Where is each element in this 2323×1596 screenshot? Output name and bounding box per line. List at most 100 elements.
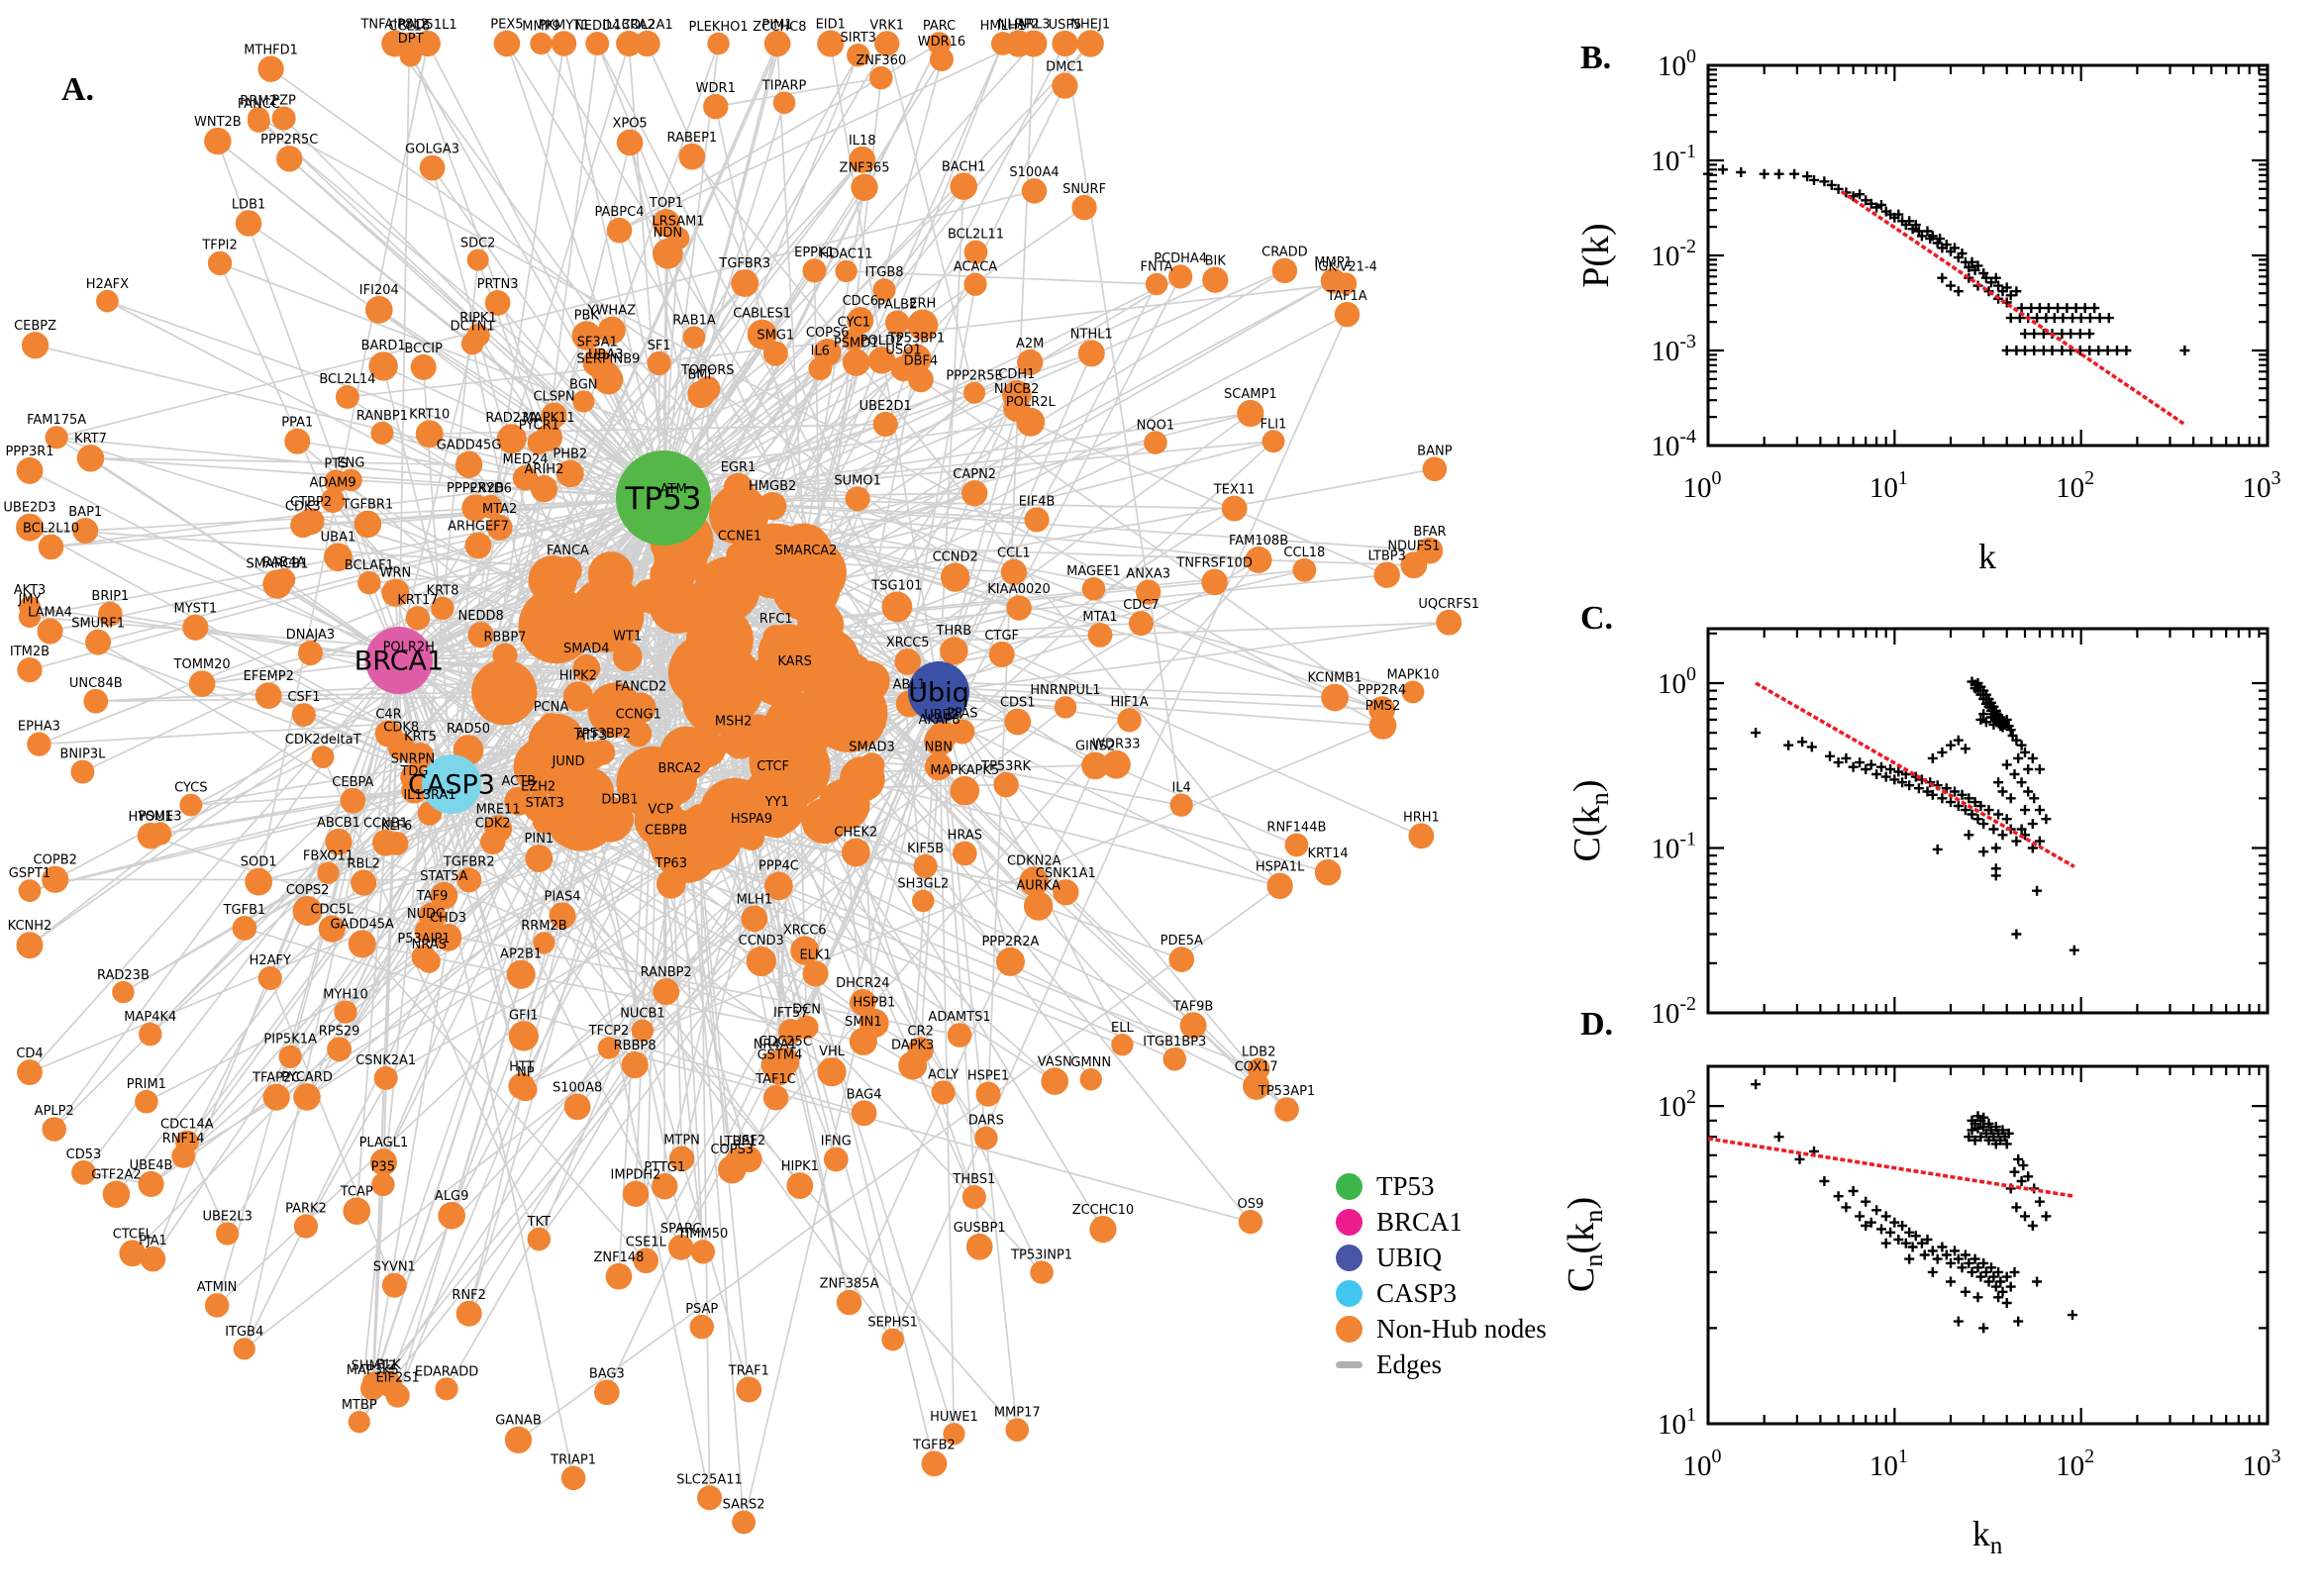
non-hub-node[interactable] (560, 1465, 586, 1491)
non-hub-node[interactable] (759, 772, 786, 799)
non-hub-node[interactable] (18, 605, 42, 628)
non-hub-node[interactable] (533, 932, 556, 954)
non-hub-node[interactable] (70, 759, 95, 784)
non-hub-node[interactable] (1202, 266, 1229, 293)
non-hub-node[interactable] (340, 787, 366, 814)
non-hub-node[interactable] (254, 682, 282, 710)
non-hub-node[interactable] (605, 805, 635, 834)
non-hub-node[interactable] (72, 517, 99, 544)
non-hub-node[interactable] (781, 667, 808, 694)
non-hub-node[interactable] (384, 832, 409, 855)
non-hub-node[interactable] (385, 1383, 410, 1408)
non-hub-node[interactable] (207, 250, 233, 276)
non-hub-node[interactable] (16, 513, 44, 542)
non-hub-node[interactable] (293, 1083, 321, 1111)
non-hub-node[interactable] (541, 402, 567, 429)
non-hub-node[interactable] (179, 793, 203, 817)
non-hub-node[interactable] (1292, 557, 1317, 582)
non-hub-node[interactable] (204, 127, 232, 155)
non-hub-node[interactable] (963, 240, 988, 264)
non-hub-node[interactable] (929, 47, 954, 72)
non-hub-node[interactable] (216, 1222, 240, 1246)
non-hub-node[interactable] (76, 445, 105, 472)
non-hub-node[interactable] (42, 1117, 67, 1142)
non-hub-node[interactable] (119, 1240, 147, 1267)
non-hub-node[interactable] (348, 930, 376, 958)
non-hub-node[interactable] (950, 775, 980, 806)
non-hub-node[interactable] (582, 348, 612, 377)
non-hub-node[interactable] (406, 742, 435, 770)
non-hub-node[interactable] (858, 752, 885, 778)
non-hub-node[interactable] (204, 1293, 230, 1318)
non-hub-node[interactable] (646, 815, 676, 846)
non-hub-node[interactable] (1416, 537, 1444, 564)
non-hub-node[interactable] (993, 771, 1019, 798)
non-hub-node[interactable] (678, 143, 706, 170)
non-hub-node[interactable] (802, 960, 829, 987)
non-hub-node[interactable] (318, 915, 346, 943)
non-hub-node[interactable] (96, 289, 119, 313)
non-hub-node[interactable] (478, 494, 503, 519)
non-hub-node[interactable] (1019, 866, 1050, 897)
non-hub-node[interactable] (794, 1015, 819, 1040)
non-hub-node[interactable] (324, 543, 353, 572)
non-hub-node[interactable] (21, 332, 50, 359)
hub-node-ubiq[interactable] (908, 661, 969, 723)
non-hub-node[interactable] (605, 1262, 633, 1290)
non-hub-node[interactable] (135, 1089, 158, 1114)
non-hub-node[interactable] (974, 1126, 998, 1150)
non-hub-node[interactable] (484, 290, 511, 316)
non-hub-node[interactable] (589, 740, 616, 765)
non-hub-node[interactable] (1076, 30, 1104, 57)
non-hub-node[interactable] (665, 774, 694, 802)
non-hub-node[interactable] (859, 1008, 889, 1039)
non-hub-node[interactable] (1179, 1012, 1207, 1040)
non-hub-node[interactable] (292, 896, 323, 927)
non-hub-node[interactable] (1274, 1097, 1299, 1122)
non-hub-node[interactable] (1021, 178, 1048, 204)
non-hub-node[interactable] (685, 606, 754, 674)
non-hub-node[interactable] (370, 421, 394, 445)
non-hub-node[interactable] (311, 746, 335, 768)
non-hub-node[interactable] (836, 1289, 862, 1316)
non-hub-node[interactable] (1436, 609, 1463, 636)
non-hub-node[interactable] (790, 936, 820, 965)
non-hub-node[interactable] (668, 1146, 695, 1171)
non-hub-node[interactable] (606, 217, 633, 244)
non-hub-node[interactable] (1334, 301, 1361, 328)
non-hub-node[interactable] (571, 321, 602, 350)
non-hub-node[interactable] (1041, 1067, 1069, 1095)
non-hub-node[interactable] (486, 514, 513, 541)
non-hub-node[interactable] (689, 1314, 715, 1340)
non-hub-node[interactable] (17, 1059, 43, 1085)
non-hub-node[interactable] (1052, 30, 1078, 57)
non-hub-node[interactable] (597, 1037, 621, 1059)
non-hub-node[interactable] (16, 932, 44, 959)
non-hub-node[interactable] (612, 642, 643, 672)
non-hub-node[interactable] (908, 366, 934, 393)
non-hub-node[interactable] (456, 867, 482, 893)
non-hub-node[interactable] (1368, 696, 1396, 724)
non-hub-node[interactable] (235, 210, 262, 237)
non-hub-node[interactable] (907, 1037, 934, 1063)
non-hub-node[interactable] (182, 614, 209, 641)
non-hub-node[interactable] (1020, 30, 1048, 57)
non-hub-node[interactable] (817, 1057, 847, 1087)
non-hub-node[interactable] (931, 1080, 956, 1105)
non-hub-node[interactable] (709, 484, 769, 546)
non-hub-node[interactable] (247, 109, 270, 133)
non-hub-node[interactable] (682, 326, 706, 349)
non-hub-node[interactable] (435, 1377, 458, 1401)
non-hub-node[interactable] (633, 1247, 659, 1274)
non-hub-node[interactable] (1144, 431, 1167, 454)
non-hub-node[interactable] (278, 1045, 302, 1069)
non-hub-node[interactable] (1081, 751, 1109, 780)
non-hub-node[interactable] (506, 959, 536, 989)
non-hub-node[interactable] (405, 606, 431, 631)
non-hub-node[interactable] (504, 1426, 533, 1453)
non-hub-node[interactable] (659, 726, 714, 781)
non-hub-node[interactable] (965, 1233, 993, 1260)
non-hub-node[interactable] (842, 328, 865, 351)
non-hub-node[interactable] (471, 659, 538, 726)
non-hub-node[interactable] (532, 809, 557, 835)
